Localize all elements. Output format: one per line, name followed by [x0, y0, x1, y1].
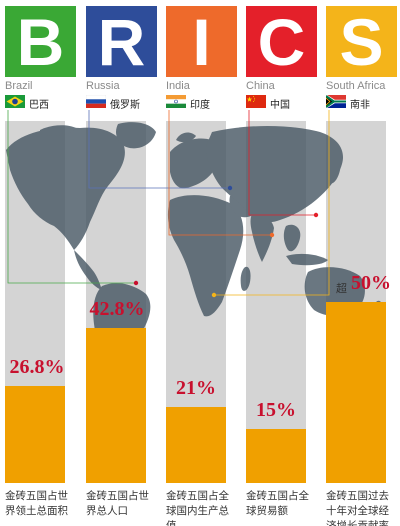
country-name-india: India [166, 80, 190, 92]
tile-r: R [86, 6, 157, 77]
tile-letter-r: R [97, 4, 146, 79]
marker-south-africa [211, 292, 217, 298]
country-name-zh-russia: 俄罗斯 [110, 100, 140, 111]
leader-line-brazil [7, 110, 136, 284]
tile-b: B [5, 6, 76, 77]
value-label-india: 21% [176, 377, 216, 399]
marker-russia [227, 185, 233, 191]
leader-line-russia [88, 110, 230, 189]
russia-flag-icon [86, 95, 106, 108]
bar-brazil [5, 386, 65, 483]
country-name-zh-brazil: 巴西 [29, 100, 49, 111]
leader-line-china [248, 110, 316, 216]
india-flag-icon [166, 95, 186, 108]
marker-india [269, 232, 275, 238]
bar-india [166, 407, 226, 483]
country-name-zh-china: 中国 [270, 100, 290, 111]
tile-c: C [246, 6, 317, 77]
tile-letter-b: B [16, 4, 65, 79]
leader-line-south-africa [214, 110, 330, 296]
caption-china: 金砖五国占全球贸易额 [246, 490, 309, 517]
tile-s: S [326, 6, 397, 77]
marker-brazil [133, 280, 139, 286]
tile-letter-i: I [192, 4, 211, 79]
bar-china [246, 429, 306, 483]
caption-south-africa: 金砖五国过去十年对全球经济增长贡献率 [326, 490, 389, 526]
value-label-brazil: 26.8% [9, 356, 65, 378]
brazil-flag-icon [5, 95, 25, 108]
country-name-zh-india: 印度 [190, 100, 210, 111]
value-label-china: 15% [256, 399, 296, 421]
china-flag-icon [246, 95, 266, 108]
caption-india: 金砖五国占全球国内生产总值 [166, 490, 229, 526]
leader-line-india [168, 110, 272, 236]
country-name-china: China [246, 80, 275, 92]
marker-china [313, 212, 319, 218]
caption-russia: 金砖五国占世界总人口 [86, 490, 149, 517]
caption-brazil: 金砖五国占世界领土总面积 [5, 490, 68, 517]
country-name-brazil: Brazil [5, 80, 33, 92]
value-label-south-africa: 50% [351, 272, 391, 294]
value-prefix-south-africa: 超 [336, 282, 347, 295]
tile-letter-c: C [257, 4, 306, 79]
country-name-south-africa: South Africa [326, 80, 386, 92]
bar-russia [86, 328, 146, 483]
tile-i: I [166, 6, 237, 77]
country-name-zh-south-africa: 南非 [350, 100, 370, 111]
value-label-russia: 42.8% [89, 298, 145, 320]
tile-letter-s: S [339, 4, 384, 79]
country-name-russia: Russia [86, 80, 120, 92]
bar-south-africa [326, 302, 386, 483]
south-africa-flag-icon [326, 95, 346, 108]
